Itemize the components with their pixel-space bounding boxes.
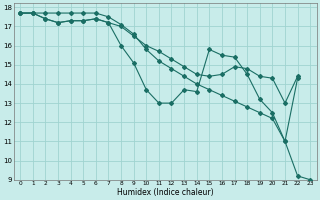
X-axis label: Humidex (Indice chaleur): Humidex (Indice chaleur) bbox=[117, 188, 213, 197]
